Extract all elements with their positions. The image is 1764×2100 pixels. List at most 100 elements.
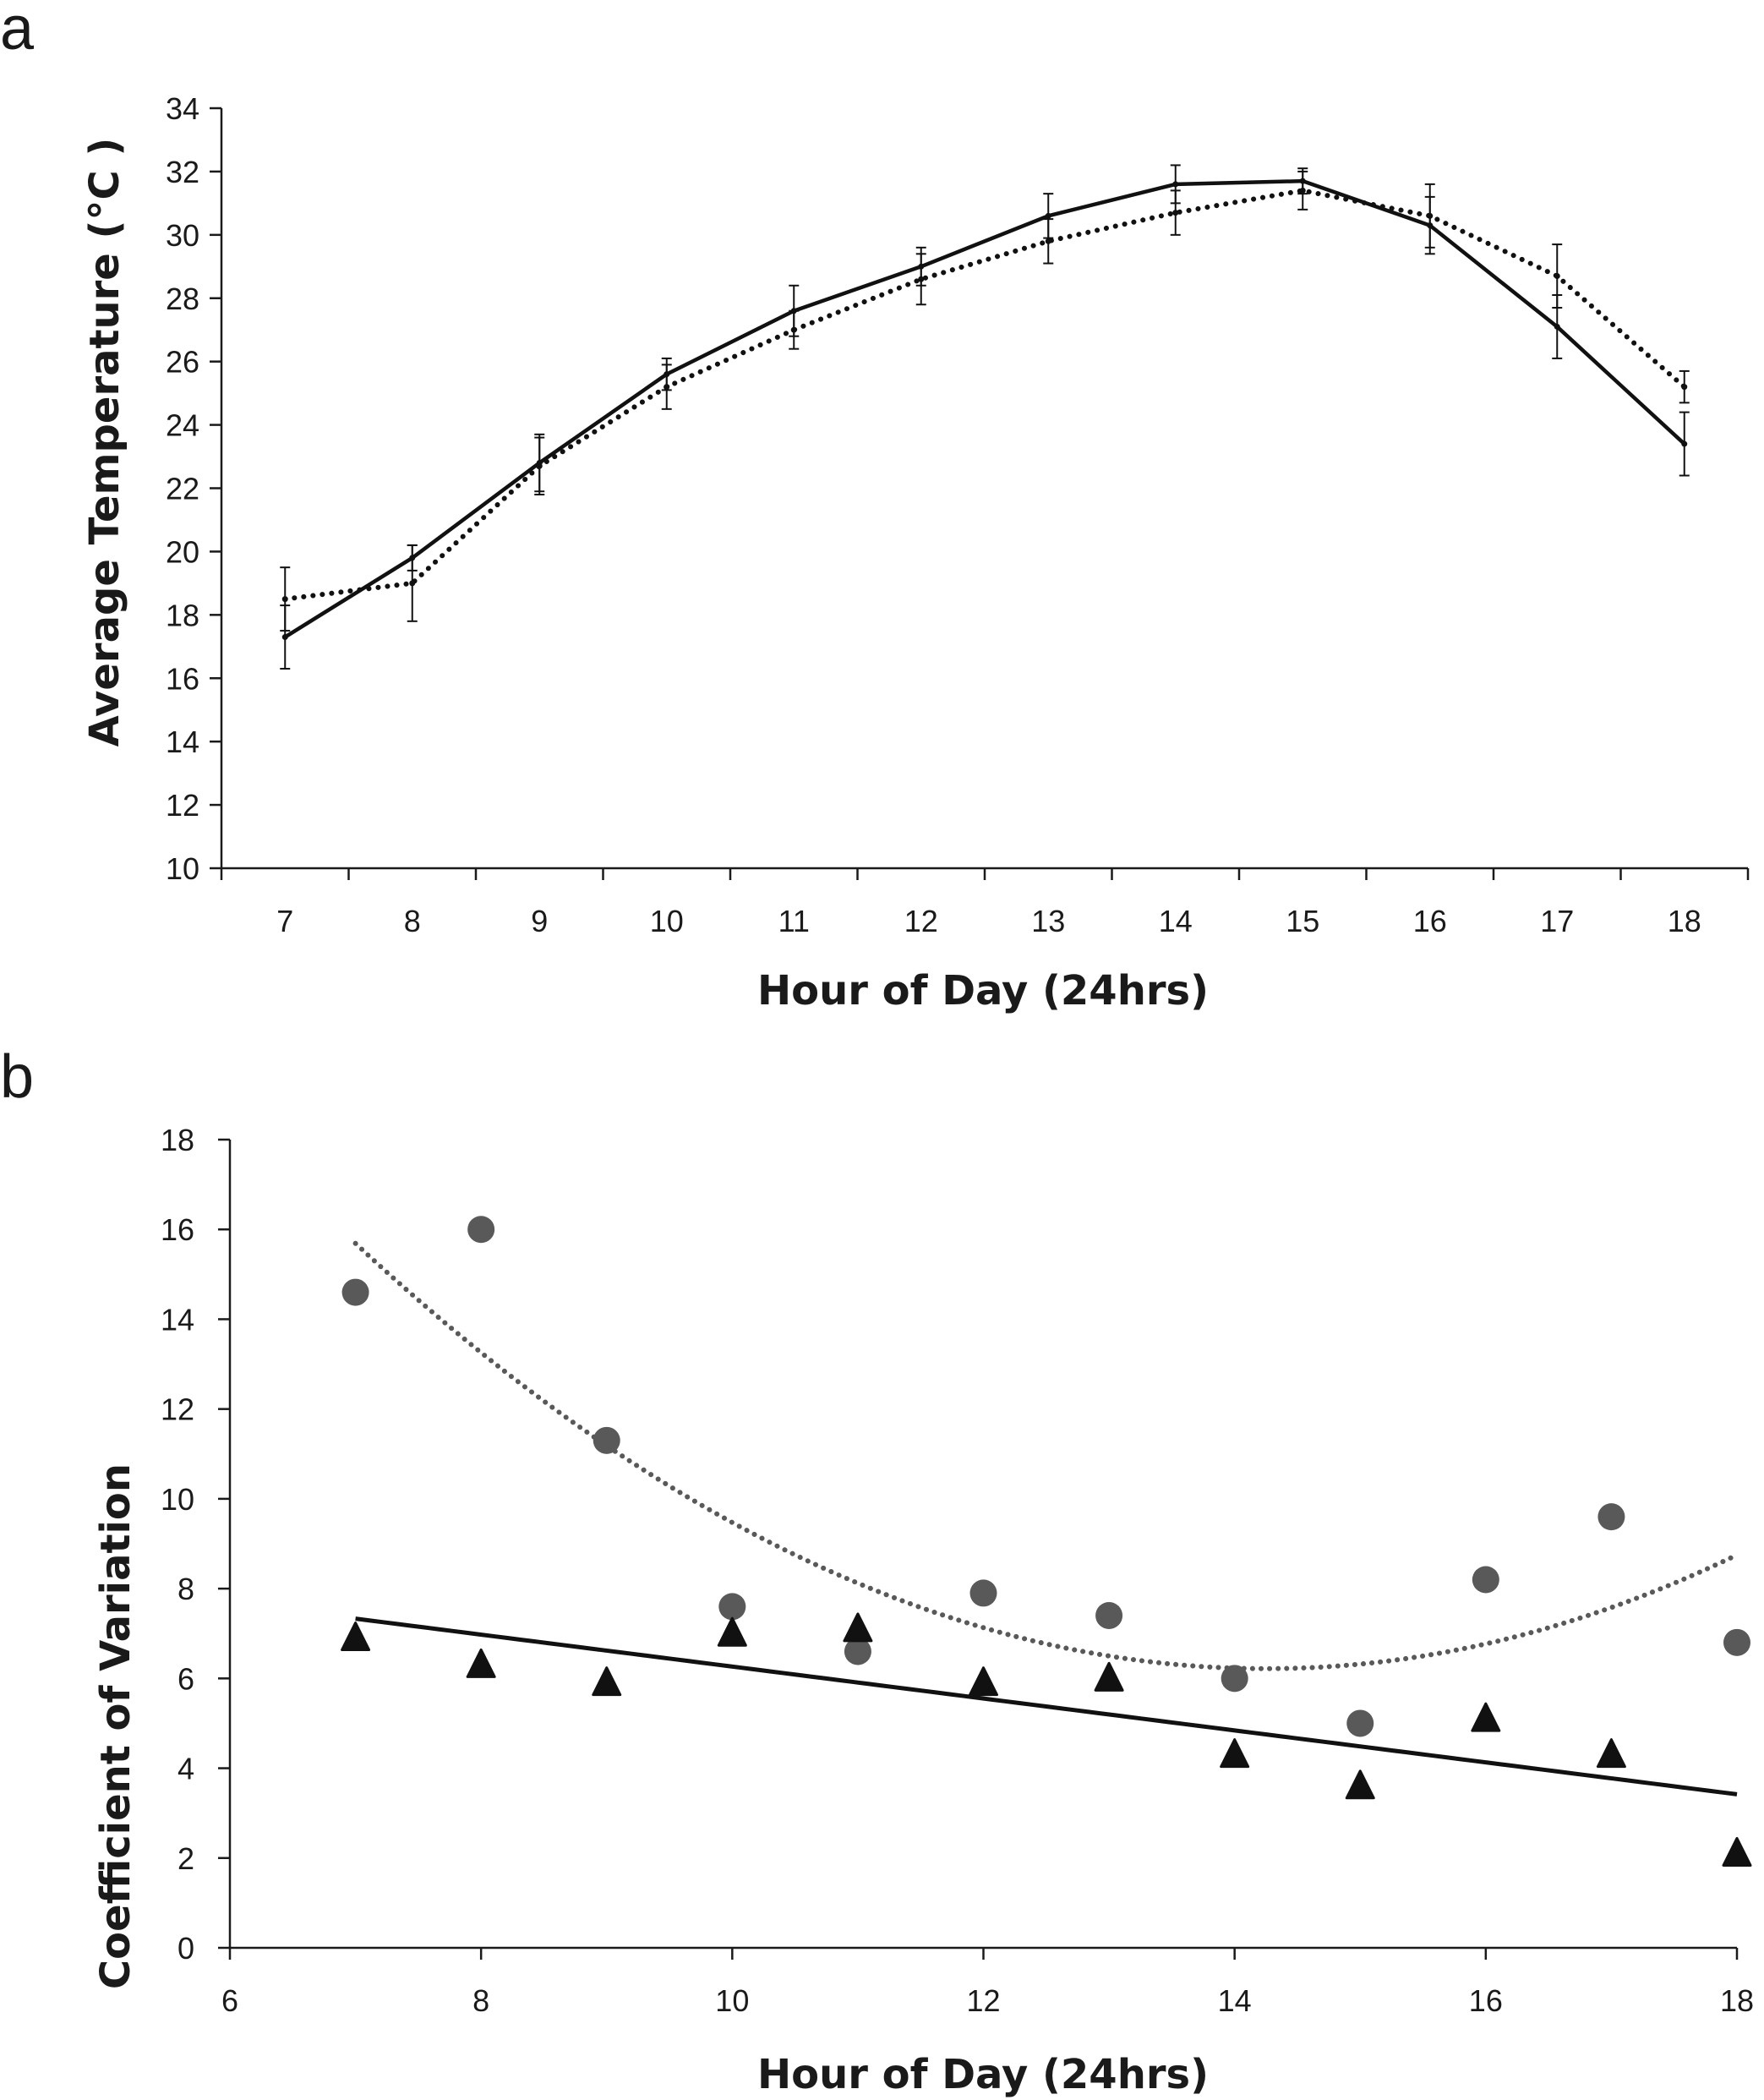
trendline-circle: [352, 1240, 1739, 1671]
x-axis-title: Hour of Day (24hrs): [757, 2051, 1209, 2098]
series-line-solid: [284, 178, 1686, 639]
data-point: [790, 326, 797, 333]
series-dotted: [280, 170, 1690, 632]
x-tick-label: 8: [472, 1983, 489, 2018]
y-tick-label: 30: [166, 218, 199, 253]
data-point-circle: [593, 1426, 620, 1454]
data-point-triangle: [1345, 1769, 1375, 1800]
data-point-circle: [467, 1216, 495, 1244]
y-tick-label: 0: [177, 1931, 194, 1966]
y-tick-label: 8: [177, 1572, 194, 1606]
data-point: [281, 634, 288, 641]
y-tick-label: 16: [166, 661, 199, 696]
y-tick-label: 10: [161, 1482, 194, 1517]
y-tick-label: 10: [166, 851, 199, 886]
y-tick-label: 4: [177, 1752, 194, 1786]
error-bar: [1424, 183, 1435, 249]
data-point-circle: [1472, 1566, 1499, 1594]
y-tick-label: 14: [166, 725, 199, 759]
data-point-triangle: [1596, 1738, 1626, 1769]
data-point-triangle: [969, 1666, 998, 1697]
data-point-circle: [844, 1638, 871, 1665]
data-point: [281, 596, 288, 603]
data-point-triangle: [1094, 1661, 1124, 1692]
x-axis-title: Hour of Day (24hrs): [757, 967, 1209, 1014]
error-bar: [915, 253, 926, 306]
x-tick-label: 10: [650, 904, 684, 938]
x-tick-label: 11: [778, 904, 810, 938]
y-tick-label: 22: [166, 472, 199, 506]
series-triangle: [341, 1612, 1752, 1867]
data-point: [1045, 238, 1051, 244]
error-bar: [661, 364, 672, 410]
error-bar: [280, 566, 291, 632]
y-tick-label: 26: [166, 345, 199, 380]
data-point-circle: [1346, 1709, 1374, 1737]
data-point: [664, 384, 670, 391]
figure-panel-b: b 0 2 4 6 8 10 12 14 16 18 6 8 10 12 14 16 18 Hour of Da…: [0, 1040, 1764, 2100]
y-tick-label: 24: [166, 408, 199, 443]
y-tick-label: 12: [161, 1392, 194, 1427]
error-bar: [407, 544, 418, 622]
y-tick-label: 14: [161, 1302, 194, 1337]
error-bar: [1297, 170, 1308, 211]
cv-chart: b 0 2 4 6 8 10 12 14 16 18 6 8 10 12 14 16 18 Hour of Da…: [0, 1043, 1754, 2098]
y-tick-label: 16: [161, 1212, 194, 1247]
error-bar: [789, 309, 800, 350]
data-point: [409, 580, 416, 587]
series-line-dotted: [282, 188, 1687, 602]
y-tick-label: 28: [166, 282, 199, 316]
data-point-circle: [1597, 1503, 1625, 1531]
error-bar: [1552, 243, 1563, 309]
y-tick-label: 18: [166, 598, 199, 632]
x-tick-label: 16: [1413, 904, 1447, 938]
data-point: [1554, 273, 1560, 280]
temperature-chart: a 10 12 14 16 18 20 22 24 26 28 30 32 34 7 8 9 10 11 12 13 1…: [0, 0, 1750, 1014]
data-point: [536, 462, 543, 469]
y-axis-title: Coefficient of Variation: [92, 1463, 139, 1989]
data-point: [1172, 181, 1179, 188]
error-bar: [1043, 218, 1054, 265]
x-tick-label: 18: [1668, 904, 1701, 938]
data-point-triangle: [1471, 1702, 1501, 1732]
data-point-triangle: [1220, 1738, 1250, 1769]
panel-label-a: a: [0, 0, 35, 63]
data-point-circle: [1095, 1601, 1123, 1629]
x-tick-label: 12: [904, 904, 938, 938]
x-tick-label: 14: [1218, 1983, 1252, 2018]
x-tick-label: 18: [1720, 1983, 1754, 2018]
series-circle: [341, 1216, 1750, 1737]
x-tick-label: 16: [1469, 1983, 1503, 2018]
error-bar: [1679, 369, 1690, 404]
data-point: [1045, 212, 1051, 219]
x-tick-label: 15: [1286, 904, 1319, 938]
data-point: [918, 276, 925, 282]
error-bar: [1679, 411, 1690, 477]
data-point-triangle: [1722, 1836, 1752, 1867]
data-point: [1681, 384, 1688, 391]
figure-panel-a: a 10 12 14 16 18 20 22 24 26 28 30 32 34 7 8 9 10 11 12 13 1…: [0, 0, 1764, 1040]
data-point: [1172, 210, 1179, 216]
y-tick-label: 6: [177, 1661, 194, 1696]
x-tick-label: 9: [531, 904, 548, 938]
data-point-triangle: [843, 1612, 873, 1643]
y-tick-label: 32: [166, 155, 199, 189]
y-tick-label: 2: [177, 1841, 194, 1876]
x-tick-label: 14: [1159, 904, 1193, 938]
data-point-triangle: [717, 1616, 747, 1647]
x-tick-label: 7: [276, 904, 293, 938]
trendline-triangle: [355, 1616, 1738, 1796]
x-tick-label: 12: [966, 1983, 1000, 2018]
data-point-circle: [718, 1593, 746, 1621]
y-tick-label: 12: [166, 788, 199, 823]
data-point-triangle: [466, 1648, 496, 1678]
y-tick-label: 34: [166, 91, 199, 126]
data-point: [1554, 323, 1560, 330]
data-point: [1681, 440, 1688, 447]
data-point-circle: [1723, 1628, 1750, 1656]
x-tick-label: 8: [404, 904, 421, 938]
data-point-triangle: [341, 1621, 371, 1652]
x-tick-label: 17: [1540, 904, 1574, 938]
data-point: [1299, 187, 1306, 194]
error-bar: [1170, 189, 1181, 236]
